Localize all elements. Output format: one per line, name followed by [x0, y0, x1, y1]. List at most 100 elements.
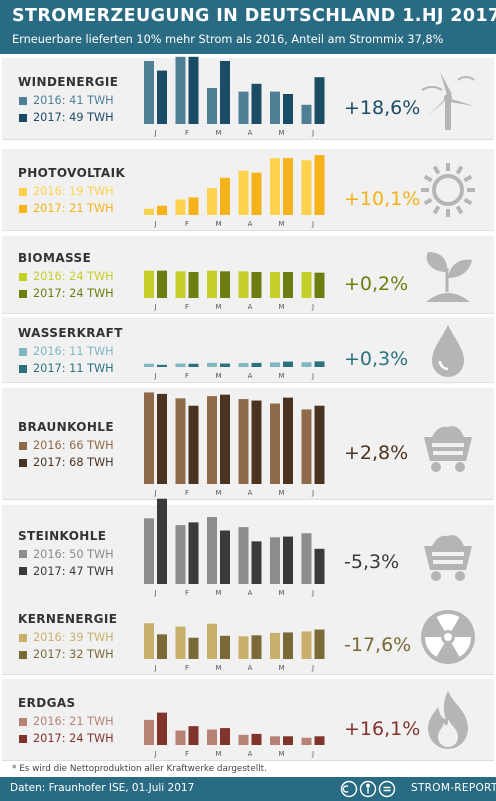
page-title: STROMERZEUGUNG IN DEUTSCHLAND 1.HJ 2017: [12, 6, 496, 26]
legend-entry-2017: 2017: 49 TWH: [19, 111, 114, 124]
legend-label: 2017: 32 TWH: [33, 648, 114, 661]
bar-2016-0: [144, 392, 154, 484]
legend-swatch: [19, 347, 27, 356]
bar-2016-3: [238, 399, 249, 484]
tick-label: J: [153, 220, 156, 228]
legend-entry-2017: 2017: 24 TWH: [19, 732, 114, 745]
bar-2016-0: [144, 719, 154, 745]
flame-icon: [428, 691, 468, 749]
bar-2017-5: [314, 548, 325, 584]
bar-2017-3: [251, 400, 262, 484]
panel-title: WINDENERGIE: [18, 75, 119, 89]
legend-entry-2017: 2017: 32 TWH: [19, 648, 114, 661]
panel-title: ERDGAS: [18, 696, 76, 710]
legend-swatch: [19, 187, 27, 196]
bar-2016-4: [270, 91, 280, 124]
bar-2016-0: [144, 363, 154, 367]
bar-2016-2: [207, 623, 217, 659]
tick-label: M: [215, 489, 221, 497]
legend-entry-2016: 2016: 66 TWH: [19, 439, 114, 452]
bar-2017-2: [220, 394, 230, 484]
legend-entry-2016: 2016: 50 TWH: [19, 548, 114, 561]
tick-label: M: [278, 372, 284, 380]
bar-2017-4: [283, 397, 293, 484]
bar-2017-0: [157, 393, 167, 484]
tick-label: A: [248, 589, 253, 597]
bar-2017-3: [251, 83, 262, 124]
change-value: +0,2%: [344, 273, 409, 295]
bar-2017-1: [188, 405, 199, 484]
brand-name: STROM-REPORT: [411, 782, 496, 794]
tick-label: J: [153, 489, 156, 497]
legend-label: 2017: 21 TWH: [33, 202, 114, 215]
bar-2016-2: [207, 729, 217, 745]
panel-title: STEINKOHLE: [18, 528, 107, 543]
bar-2016-5: [301, 631, 312, 659]
plant-icon: [426, 252, 472, 302]
radiation-icon: [421, 610, 475, 664]
bar-2016-3: [238, 527, 249, 584]
noderivs-icon: [378, 780, 396, 798]
tick-label: M: [278, 589, 284, 597]
panel-wasserkraft: WASSERKRAFT 2016: 11 TWH 2017: 11 TWH J F M A M…: [2, 317, 494, 383]
tick-label: M: [215, 664, 221, 672]
legend-label: 2017: 24 TWH: [33, 287, 114, 300]
bar-2016-4: [270, 736, 280, 745]
bar-2016-5: [301, 272, 312, 298]
legend-label: 2016: 11 TWH: [33, 345, 114, 358]
change-value: -5,3%: [344, 550, 400, 573]
legend-swatch: [19, 96, 27, 105]
legend-swatch: [19, 650, 27, 659]
legend-swatch: [19, 113, 27, 122]
bar-2016-1: [175, 271, 186, 298]
bar-2017-0: [157, 364, 167, 367]
bar-2017-5: [314, 405, 325, 484]
legend-label: 2016: 21 TWH: [33, 715, 114, 728]
bar-2017-4: [283, 158, 293, 215]
bar-2017-2: [220, 61, 230, 124]
legend-swatch: [19, 458, 27, 467]
tick-label: J: [153, 303, 156, 311]
page-subtitle: Erneuerbare lieferten 10% mehr Strom als…: [12, 33, 444, 46]
legend-swatch: [19, 364, 27, 373]
panel-title: WASSERKRAFT: [18, 326, 123, 340]
bar-2016-3: [238, 271, 249, 298]
bar-2017-1: [188, 637, 199, 659]
bar-2017-0: [157, 634, 167, 659]
legend-swatch: [19, 567, 27, 575]
tick-label: A: [248, 220, 253, 228]
bar-2016-3: [238, 636, 249, 659]
change-value: +18,6%: [344, 97, 421, 119]
legend-entry-2016: 2016: 11 TWH: [19, 345, 114, 358]
mine-cart-icon: [424, 534, 472, 581]
license-icons: [340, 780, 396, 798]
tick-label: A: [248, 664, 253, 672]
bar-2016-1: [175, 363, 186, 367]
tick-label: M: [215, 589, 221, 597]
bar-2016-5: [301, 409, 312, 484]
bar-2017-2: [220, 177, 230, 215]
bar-2017-3: [251, 272, 262, 298]
bar-2017-5: [314, 736, 325, 745]
attribution-icon: [359, 780, 377, 798]
legend-label: 2017: 11 TWH: [33, 362, 114, 375]
bar-2017-3: [251, 635, 262, 659]
tick-label: J: [311, 589, 314, 597]
tick-label: J: [311, 489, 314, 497]
tick-label: J: [311, 750, 314, 758]
tick-label: F: [185, 372, 189, 380]
tick-label: M: [278, 129, 284, 137]
tick-label: F: [185, 750, 189, 758]
bar-2017-1: [188, 197, 199, 215]
bar-2016-1: [175, 398, 186, 484]
bar-2017-4: [283, 272, 293, 298]
bar-2016-2: [207, 188, 217, 215]
bar-2017-5: [314, 272, 325, 298]
legend-swatch: [19, 734, 27, 743]
legend-entry-2016: 2016: 41 TWH: [19, 94, 114, 107]
bar-2016-3: [238, 170, 249, 215]
bar-2016-4: [270, 537, 280, 584]
